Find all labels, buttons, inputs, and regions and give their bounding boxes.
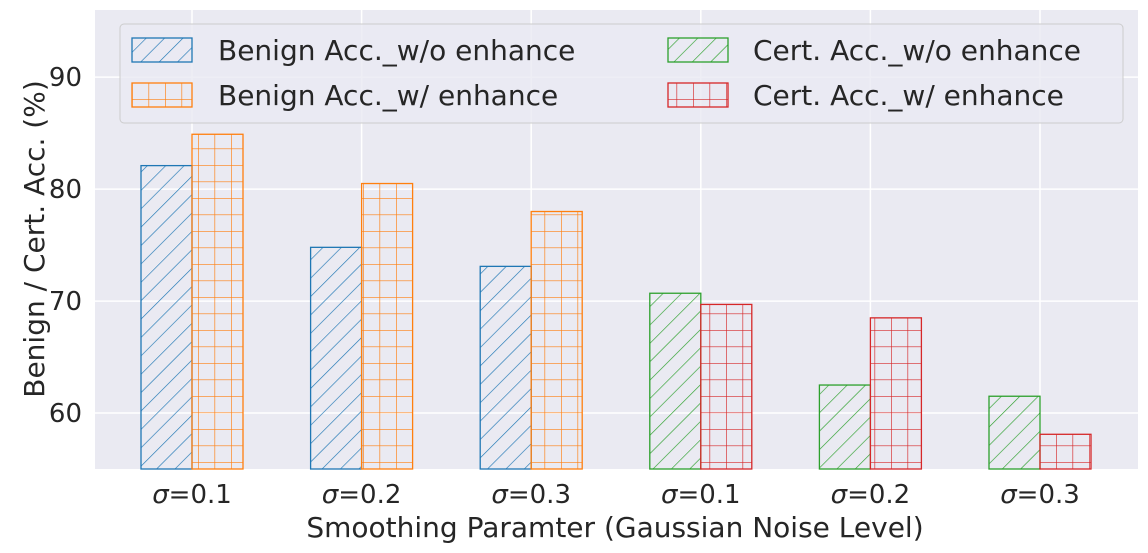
bar xyxy=(700,303,753,470)
bar xyxy=(869,317,923,470)
bars xyxy=(140,133,1092,470)
legend-label-benign-wo: Benign Acc._w/o enhance xyxy=(218,34,575,67)
y-tick-label: 90 xyxy=(49,63,82,93)
legend-swatch-cert-wo xyxy=(667,37,729,63)
legend-frame xyxy=(119,23,1124,124)
bar xyxy=(988,395,1041,470)
legend-swatch-benign-w xyxy=(131,82,193,108)
y-tick-label: 70 xyxy=(49,287,82,317)
bar xyxy=(479,265,532,470)
bar xyxy=(818,384,872,470)
bar xyxy=(191,133,244,470)
legend-label-cert-wo: Cert. Acc._w/o enhance xyxy=(753,34,1081,67)
y-axis-label: Benign / Cert. Acc. (%) xyxy=(18,80,51,398)
x-tick-label: σ=0.1 xyxy=(661,480,741,510)
x-axis-label: Smoothing Paramter (Gaussian Noise Level… xyxy=(306,511,923,544)
bar xyxy=(1039,433,1092,470)
bar xyxy=(649,292,702,470)
y-tick-label: 60 xyxy=(49,399,82,429)
x-tick-label: σ=0.1 xyxy=(152,480,232,510)
x-tick-label: σ=0.3 xyxy=(491,480,571,510)
x-tick-label: σ=0.2 xyxy=(831,480,911,510)
y-tick-labels: 60 70 80 90 xyxy=(49,63,82,429)
bar xyxy=(140,164,193,470)
legend: Benign Acc._w/o enhance Cert. Acc._w/o e… xyxy=(119,23,1124,124)
legend-swatch-benign-wo xyxy=(131,37,193,63)
legend-swatch-cert-w xyxy=(667,82,729,108)
x-tick-label: σ=0.3 xyxy=(1000,480,1080,510)
bar xyxy=(309,246,363,470)
y-tick-label: 80 xyxy=(49,175,82,205)
x-tick-labels: σ=0.1 σ=0.2 σ=0.3 σ=0.1 σ=0.2 σ=0.3 xyxy=(152,480,1080,510)
legend-label-cert-w: Cert. Acc._w/ enhance xyxy=(753,79,1064,112)
bar xyxy=(530,210,583,470)
x-tick-label: σ=0.2 xyxy=(322,480,402,510)
bar xyxy=(360,182,414,470)
legend-label-benign-w: Benign Acc._w/ enhance xyxy=(218,79,558,112)
